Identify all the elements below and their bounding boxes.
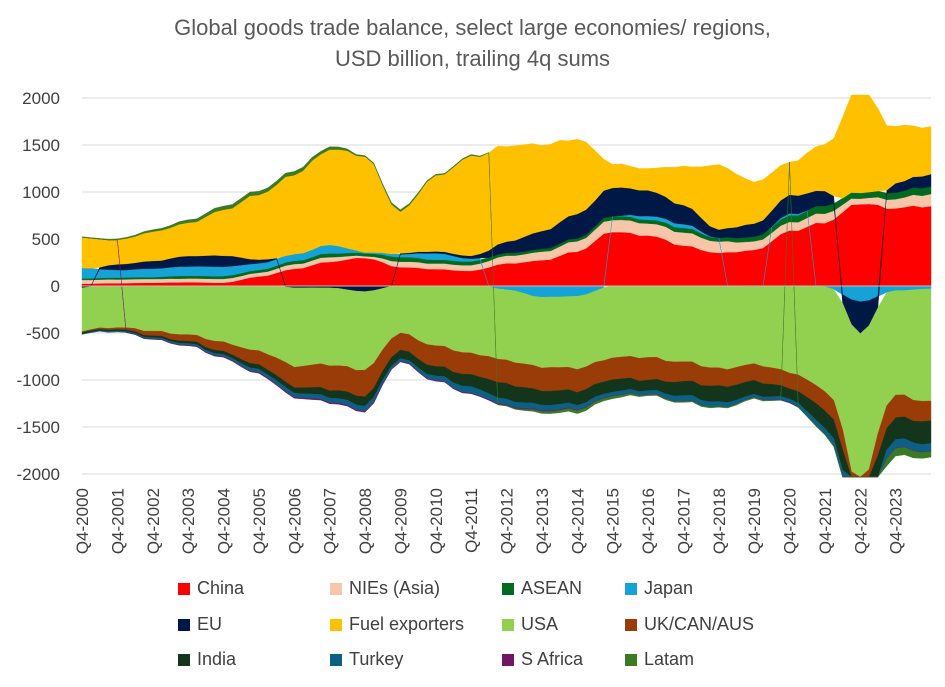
x-tick-label: Q4-2020 — [781, 488, 800, 554]
legend-item: China — [178, 578, 244, 599]
legend-item: Latam — [625, 649, 694, 670]
legend-label: India — [197, 649, 237, 669]
legend-swatch — [330, 618, 342, 631]
area-latam — [81, 146, 932, 478]
legend-swatch — [625, 582, 637, 595]
legend-item: Japan — [625, 578, 693, 599]
legend-swatch — [625, 653, 637, 666]
legend-label: S Africa — [521, 649, 584, 669]
x-tick-label: Q4-2004 — [215, 488, 234, 554]
x-tick-label: Q4-2002 — [144, 488, 163, 554]
legend-item: UK/CAN/AUS — [625, 614, 754, 635]
legend-label: Japan — [644, 578, 694, 598]
axes: 2000 1500 1000 500 0 -500 -1000 -1500 -2000 Q4-20… — [17, 89, 931, 554]
chart-plot: 2000 1500 1000 500 0 -500 -1000 -1500 -2000 Q4-20… — [17, 89, 932, 554]
legend-label: Fuel exporters — [349, 614, 465, 634]
stacked-areas — [81, 94, 932, 478]
y-tick-label: -500 — [26, 324, 60, 343]
y-tick-label: 1500 — [22, 136, 60, 155]
chart-title-line-1: Global goods trade balance, select large… — [174, 15, 771, 40]
x-tick-label: Q4-2010 — [427, 488, 446, 554]
legend-swatch — [178, 653, 190, 666]
legend-swatch — [502, 618, 514, 631]
chart-title: Global goods trade balance, select large… — [0, 12, 945, 74]
x-tick-label: Q4-2015 — [604, 488, 623, 554]
legend-label: NIEs (Asia) — [349, 578, 441, 598]
legend-label: Turkey — [349, 649, 404, 669]
y-tick-label: 500 — [32, 230, 60, 249]
x-tick-label: Q4-2014 — [568, 488, 587, 554]
y-tick-label: -1000 — [17, 371, 60, 390]
x-tick-label: Q4-2013 — [533, 488, 552, 554]
x-tick-label: Q4-2017 — [674, 488, 693, 554]
legend: China NIEs (Asia) ASEAN Japan EU Fuel exporte… — [178, 578, 878, 682]
y-tick-label: -1500 — [17, 418, 60, 437]
legend-item: India — [178, 649, 236, 670]
x-tick-label: Q4-2007 — [321, 488, 340, 554]
legend-label: China — [197, 578, 245, 598]
legend-swatch — [330, 582, 342, 595]
x-tick-label: Q4-2022 — [851, 488, 870, 554]
x-tick-label: Q4-2011 — [462, 488, 481, 553]
legend-item: NIEs (Asia) — [330, 578, 440, 599]
legend-swatch — [502, 653, 514, 666]
x-tick-label: Q4-2009 — [391, 488, 410, 554]
legend-label: UK/CAN/AUS — [644, 614, 755, 634]
legend-swatch — [625, 618, 637, 631]
chart-title-line-2: USD billion, trailing 4q sums — [334, 46, 611, 71]
x-tick-label: Q4-2012 — [498, 488, 517, 554]
legend-item: Fuel exporters — [330, 614, 464, 635]
y-tick-label: -2000 — [17, 465, 60, 484]
x-tick-label: Q4-2006 — [285, 488, 304, 554]
x-tick-label: Q4-2003 — [179, 488, 198, 554]
area-s-africa — [81, 237, 932, 478]
x-tick-label: Q4-2023 — [887, 488, 906, 554]
legend-item: S Africa — [502, 649, 583, 670]
legend-swatch — [178, 618, 190, 631]
y-tick-label: 0 — [51, 277, 60, 296]
legend-item: Turkey — [330, 649, 403, 670]
legend-item: EU — [178, 614, 222, 635]
x-tick-label: Q4-2016 — [639, 488, 658, 554]
x-tick-label: Q4-2008 — [356, 488, 375, 554]
x-tick-label: Q4-2021 — [816, 488, 835, 554]
legend-item: ASEAN — [502, 578, 582, 599]
y-tick-label: 2000 — [22, 89, 60, 108]
x-tick-label: Q4-2018 — [710, 488, 729, 554]
legend-label: Latam — [644, 649, 695, 669]
legend-label: EU — [197, 614, 223, 634]
legend-label: USA — [521, 614, 559, 634]
legend-swatch — [178, 582, 190, 595]
x-tick-label: Q4-2001 — [108, 488, 127, 554]
legend-swatch — [502, 582, 514, 595]
legend-swatch — [330, 653, 342, 666]
x-tick-label: Q4-2000 — [73, 488, 92, 554]
x-tick-label: Q4-2019 — [745, 488, 764, 554]
y-tick-label: 1000 — [22, 183, 60, 202]
legend-item: USA — [502, 614, 558, 635]
legend-label: ASEAN — [521, 578, 583, 598]
x-tick-label: Q4-2005 — [250, 488, 269, 554]
